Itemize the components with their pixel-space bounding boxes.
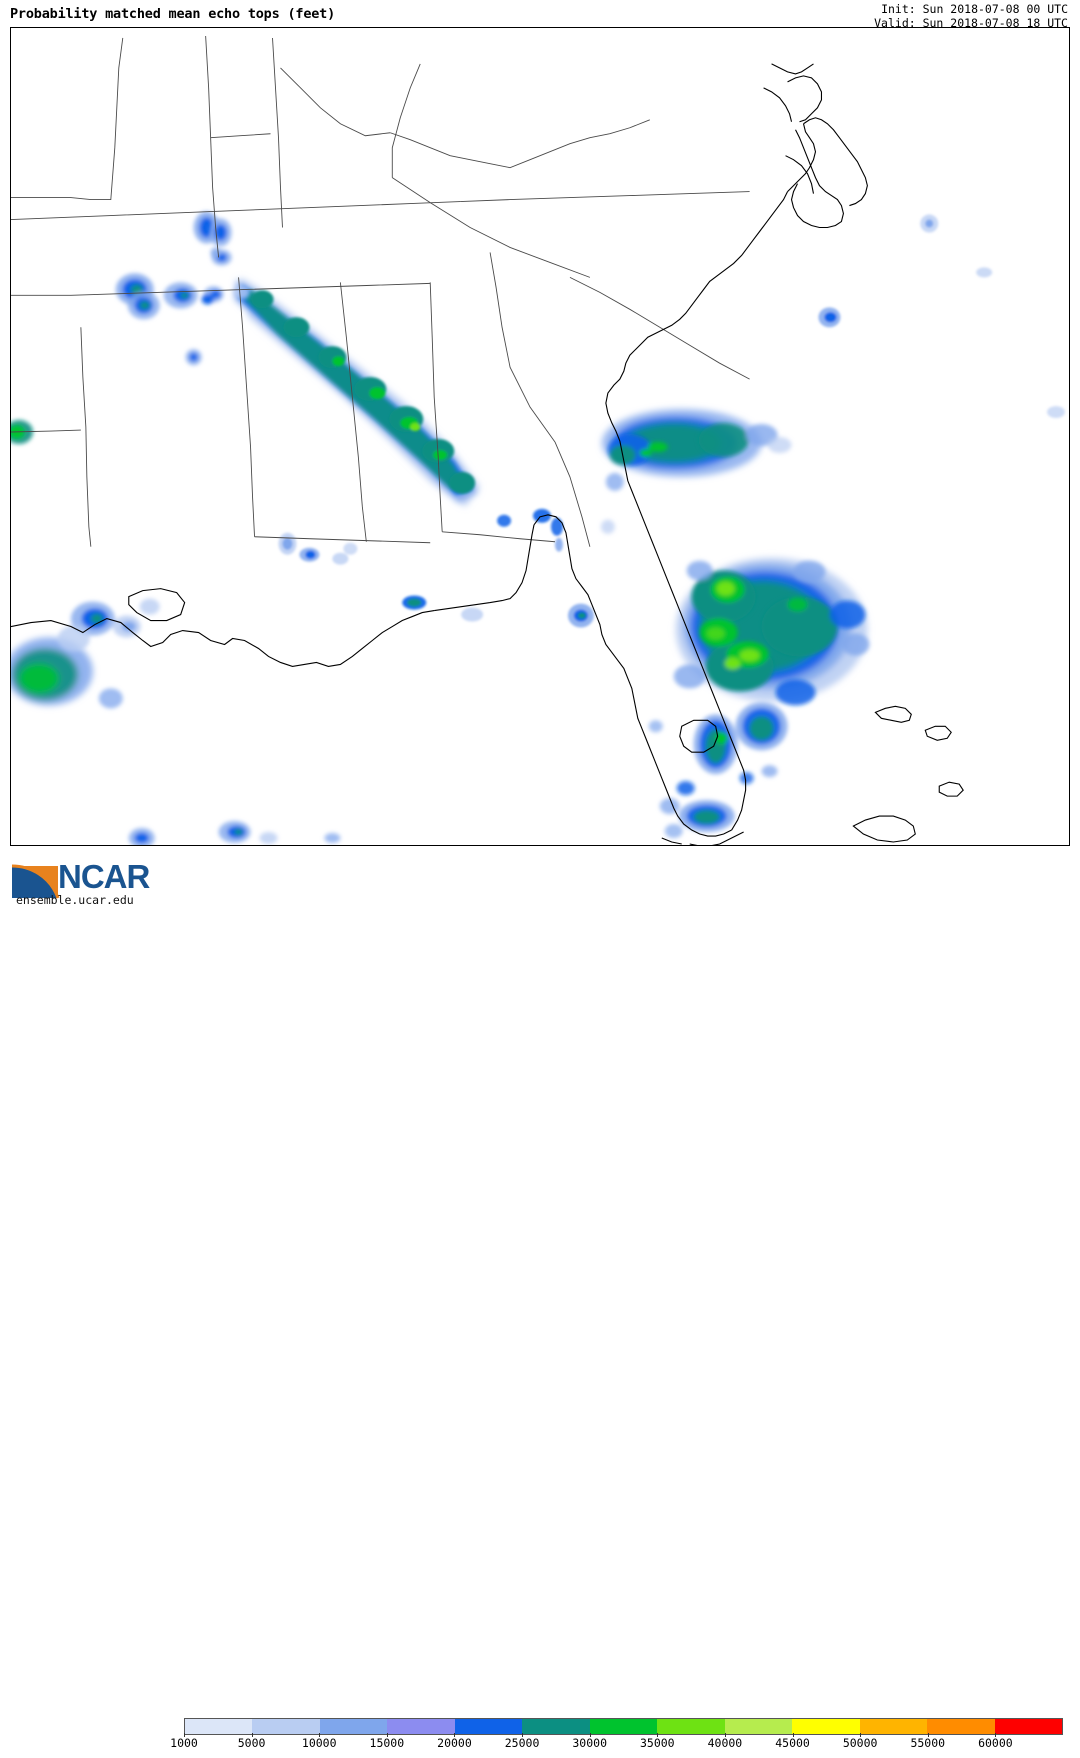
radar-map <box>11 35 1066 845</box>
colorbar-tick-mark <box>860 1733 862 1737</box>
colorbar-segment <box>792 1719 860 1734</box>
figure-footer: NCAR ensemble.ucar.edu 1000 5000 10000 1500… <box>0 852 1080 1750</box>
colorbar-segment <box>859 1719 928 1734</box>
colorbar-tick-label: 40000 <box>707 1736 743 1750</box>
colorbar-tick-label: 10000 <box>301 1736 337 1750</box>
colorbar-tick-mark <box>995 1733 997 1737</box>
colorbar-tick-mark <box>589 1733 591 1737</box>
coastlines <box>11 63 964 845</box>
colorbar[interactable] <box>184 1718 1063 1735</box>
colorbar-tick-mark <box>251 1733 253 1737</box>
forecast-timestamps: Init: Sun 2018-07-08 00 UTC Valid: Sun 2… <box>874 2 1068 30</box>
ncar-logo-mark <box>11 864 60 899</box>
ncar-logo[interactable]: NCAR ensemble.ucar.edu <box>6 858 174 910</box>
colorbar-tick-label: 45000 <box>775 1736 810 1750</box>
ncar-wordmark: NCAR <box>58 858 150 895</box>
colorbar-tick-mark <box>184 1733 185 1737</box>
colorbar-tick-label: 30000 <box>572 1736 607 1750</box>
valid-time: Valid: Sun 2018-07-08 18 UTC <box>874 16 1068 30</box>
colorbar-tick-mark <box>454 1733 456 1737</box>
ncar-url: ensemble.ucar.edu <box>16 893 134 907</box>
radar-echo-layer <box>11 211 1066 845</box>
colorbar-tick-label: 35000 <box>639 1736 675 1750</box>
colorbar-segment <box>185 1719 253 1734</box>
colorbar-tick-label: 55000 <box>910 1736 946 1750</box>
colorbar-tick-label: 20000 <box>437 1736 472 1750</box>
colorbar-tick-label: 15000 <box>369 1736 405 1750</box>
colorbar-segment <box>927 1719 995 1734</box>
colorbar-tick-label: 50000 <box>842 1736 878 1750</box>
colorbar-tick-label: 5000 <box>237 1736 266 1750</box>
colorbar-segment <box>319 1719 388 1734</box>
colorbar-segment <box>252 1719 320 1734</box>
page-title: Probability matched mean echo tops (feet… <box>10 6 336 22</box>
colorbar-segment <box>387 1719 455 1734</box>
colorbar-tick-mark <box>927 1733 929 1737</box>
colorbar-tick-label: 25000 <box>504 1736 540 1750</box>
colorbar-segment <box>454 1719 523 1734</box>
colorbar-segment <box>589 1719 658 1734</box>
colorbar-tick-label: 1000 <box>170 1736 198 1750</box>
state-boundaries <box>11 35 750 547</box>
colorbar-segment <box>522 1719 590 1734</box>
colorbar-tick-mark <box>522 1733 524 1737</box>
colorbar-segment <box>994 1719 1063 1734</box>
colorbar-tick-mark <box>319 1733 321 1737</box>
colorbar-segment <box>724 1719 793 1734</box>
colorbar-tick-mark <box>792 1733 794 1737</box>
map-panel[interactable] <box>10 27 1070 846</box>
colorbar-tick-mark <box>386 1733 388 1737</box>
colorbar-ticks: 1000 5000 10000 15000 20000 25000 30000 35000 40… <box>0 1733 1080 1758</box>
colorbar-segment <box>657 1719 725 1734</box>
colorbar-tick-mark <box>657 1733 659 1737</box>
colorbar-tick-mark <box>724 1733 726 1737</box>
init-time: Init: Sun 2018-07-08 00 UTC <box>881 2 1068 16</box>
colorbar-tick-label: 60000 <box>978 1736 1013 1750</box>
